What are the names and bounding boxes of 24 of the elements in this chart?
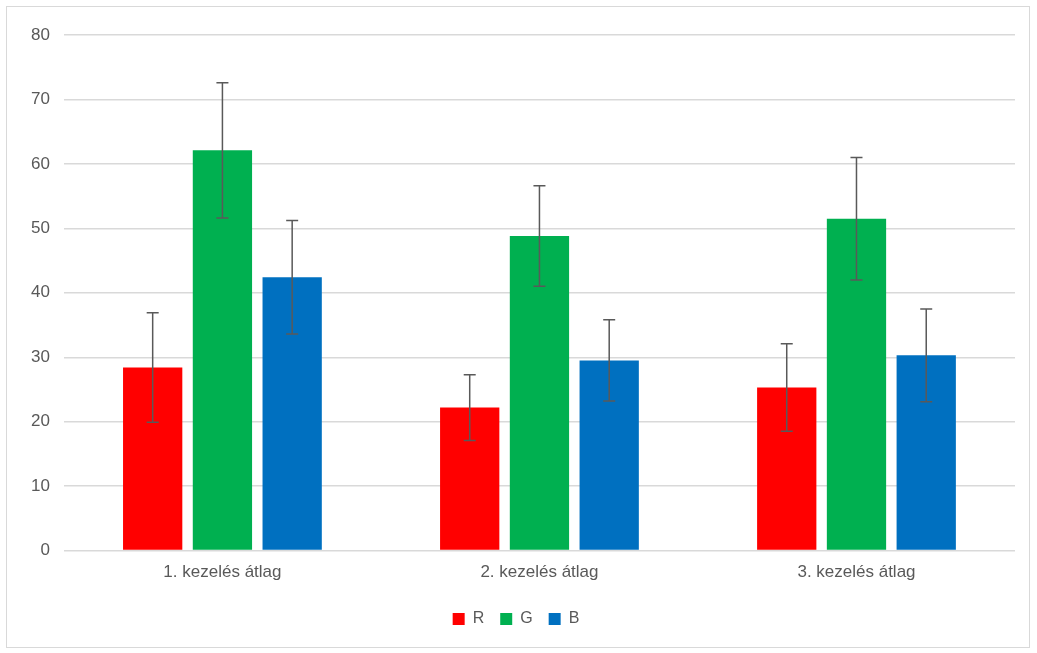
- y-tick-label: 50: [30, 218, 50, 238]
- y-tick-label: 80: [30, 24, 50, 44]
- bar: [192, 150, 253, 550]
- y-tick-label: 60: [30, 153, 50, 173]
- legend-label: B: [568, 609, 580, 627]
- bar: [896, 355, 956, 550]
- x-tick-label: 1. kezelés átlag: [163, 562, 282, 582]
- x-tick-label: 3. kezelés átlag: [797, 562, 916, 582]
- bar: [579, 360, 639, 550]
- y-tick-label: 70: [30, 89, 50, 109]
- y-tick-label: 30: [30, 346, 50, 366]
- x-tick-label: 2. kezelés átlag: [480, 562, 599, 582]
- bar: [440, 407, 500, 550]
- bar: [757, 387, 817, 550]
- y-tick-label: 0: [40, 540, 50, 560]
- bar: [509, 236, 570, 550]
- bar: [123, 367, 183, 550]
- bar: [262, 277, 322, 550]
- bar: [826, 218, 887, 550]
- y-tick-label: 10: [30, 475, 50, 495]
- legend-label: R: [472, 609, 485, 627]
- legend-label: G: [520, 609, 533, 627]
- y-tick-label: 40: [30, 282, 50, 302]
- y-tick-label: 20: [30, 411, 50, 431]
